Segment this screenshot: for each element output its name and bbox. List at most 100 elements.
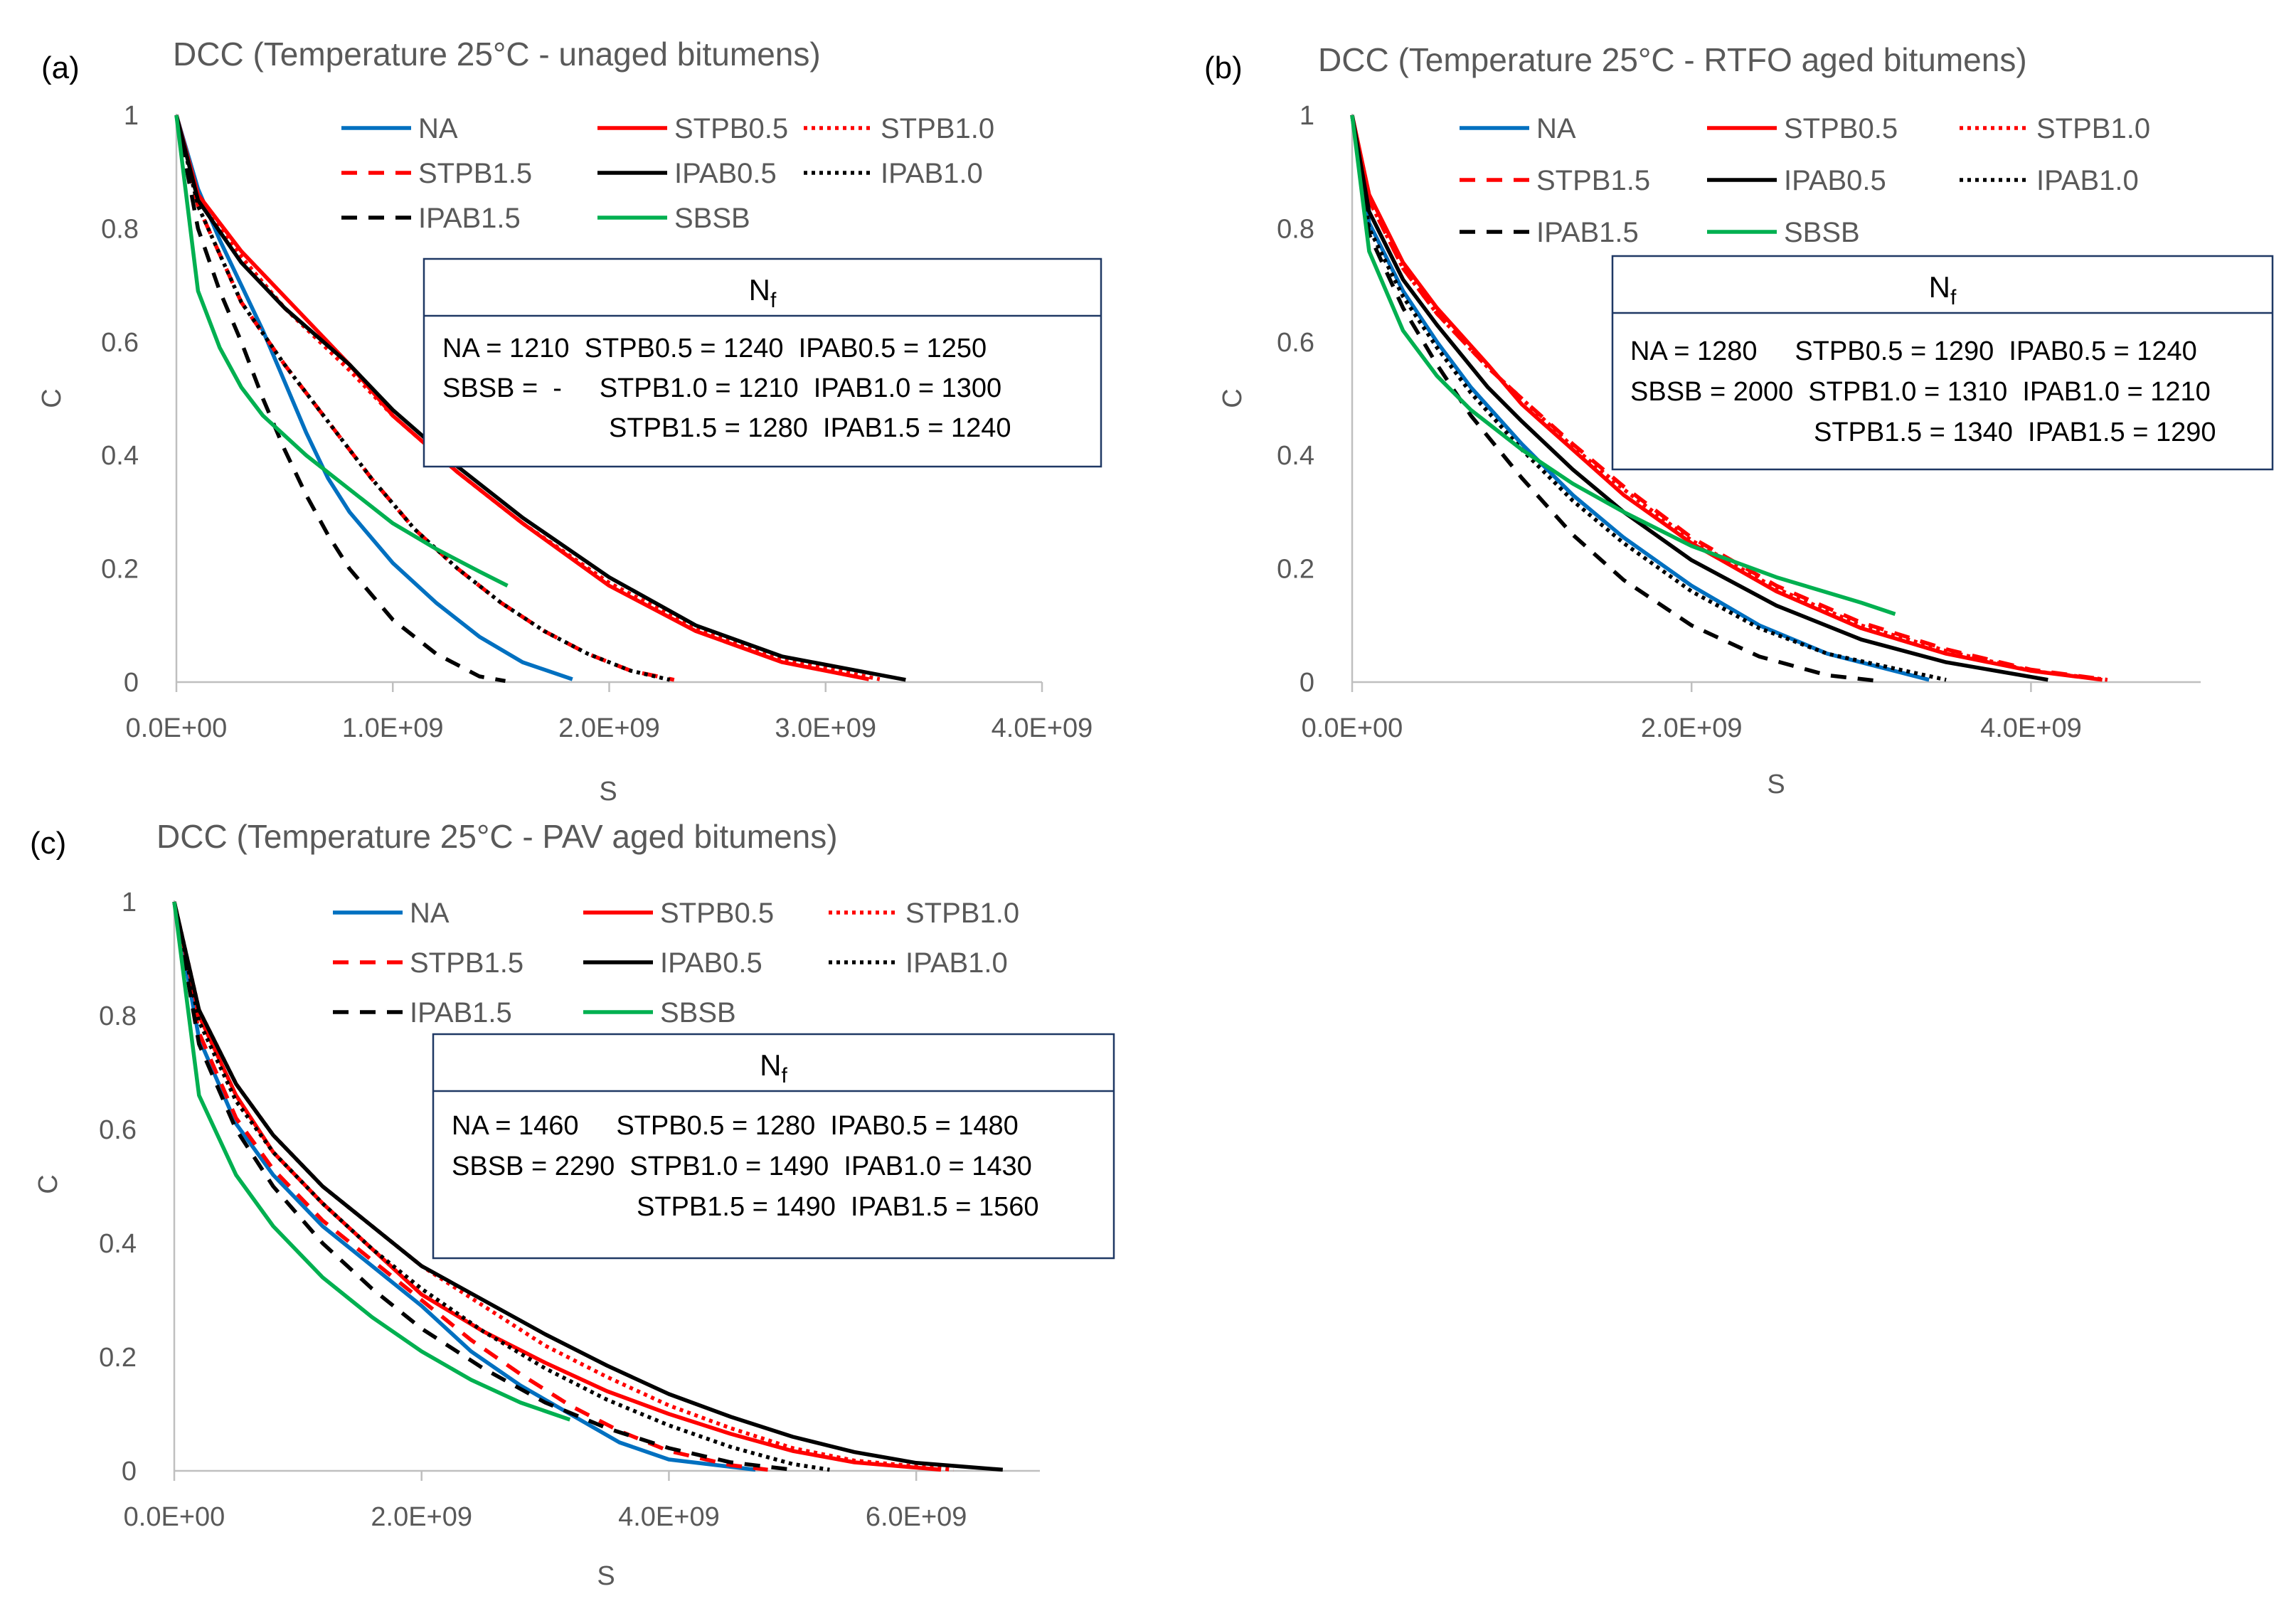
panel-label: (c) [30,826,66,861]
legend-label: SBSB [674,203,750,234]
x-tick-label: 0.0E+00 [1302,713,1403,743]
annotation-line: SBSB = 2290 STPB1.0 = 1490 IPAB1.0 = 143… [452,1152,1032,1181]
y-tick-label: 0.2 [99,1343,137,1373]
y-tick-label: 0.8 [1277,214,1314,244]
legend-label: STPB0.5 [1784,113,1898,144]
legend-label: IPAB0.5 [660,947,762,979]
series-line-sbsb [1350,115,1896,617]
y-tick-label: 0.6 [101,328,139,358]
legend-label: STPB0.5 [660,898,774,929]
chart-title: DCC (Temperature 25°C - unaged bitumens) [173,36,821,73]
y-tick-label: 0 [124,668,139,698]
y-tick-label: 0.8 [99,1001,137,1031]
chart-panel-2: (b) DCC (Temperature 25°C - RTFO aged bit… [1204,41,2274,799]
y-tick-label: 0.4 [1277,441,1314,471]
y-tick-label: 0.6 [1277,328,1314,358]
annotation-line: SBSB = - STPB1.0 = 1210 IPAB1.0 = 1300 [442,373,1001,403]
annotation-line: SBSB = 2000 STPB1.0 = 1310 IPAB1.0 = 121… [1630,377,2211,407]
y-tick-label: 1 [124,101,139,131]
x-tick-label: 2.0E+09 [371,1502,472,1532]
chart-panel-1: (a) DCC (Temperature 25°C - unaged bitume… [37,36,1102,807]
annotation-line: STPB1.5 = 1340 IPAB1.5 = 1290 [1814,418,2216,447]
legend-label: IPAB1.5 [1536,217,1639,248]
y-tick-label: 0.8 [101,214,139,244]
x-axis-label: S [1767,770,1785,799]
legend-label: IPAB1.5 [410,997,512,1028]
x-tick-label: 2.0E+09 [1641,713,1743,743]
legend-label: STPB1.0 [2036,113,2150,144]
series-line-ipab1-5 [172,901,793,1472]
annotation-title: Nf [749,273,777,312]
legend-label: IPAB0.5 [1784,165,1886,196]
legend-label: NA [410,898,450,929]
legend-label: STPB0.5 [674,113,788,144]
series-line-ipab1-0 [172,901,830,1472]
y-tick-label: 0.4 [101,441,139,471]
x-tick-label: 2.0E+09 [558,713,660,743]
x-tick-label: 6.0E+09 [866,1502,967,1532]
y-tick-label: 0.4 [99,1229,137,1259]
series-line-sbsb [172,901,571,1422]
annotation-line: STPB1.5 = 1490 IPAB1.5 = 1560 [637,1192,1038,1222]
legend-label: STPB1.0 [905,898,1019,929]
legend-label: IPAB0.5 [674,158,777,189]
x-tick-label: 0.0E+00 [126,713,228,743]
y-tick-label: 0 [1300,668,1314,698]
x-tick-label: 4.0E+09 [618,1502,720,1532]
series-line-ipab0-5 [172,901,1004,1472]
x-tick-label: 1.0E+09 [342,713,444,743]
annotation-box [422,257,1102,468]
y-tick-label: 0.2 [1277,555,1314,585]
y-tick-label: 0 [122,1457,137,1487]
legend-label: IPAB1.5 [418,203,521,234]
y-tick-label: 0.2 [101,555,139,585]
legend-label: IPAB1.0 [905,947,1008,979]
annotation-box [432,1033,1115,1260]
series-line-stpb1-5 [1350,115,2108,682]
annotation-title: Nf [1929,270,1957,309]
y-axis-label: C [33,1174,63,1193]
legend-label: SBSB [660,997,736,1028]
series-line-na [172,901,756,1472]
series-line-ipab1-0 [174,115,671,682]
series-line-sbsb [174,115,509,587]
x-tick-label: 0.0E+00 [124,1502,225,1532]
x-axis-label: S [599,777,617,807]
y-tick-label: 1 [122,888,137,918]
annotation-title: Nf [760,1048,787,1087]
legend-label: IPAB1.0 [2036,165,2139,196]
annotation-line: STPB1.5 = 1280 IPAB1.5 = 1240 [609,413,1011,443]
series-line-stpb0-5 [1350,115,2103,682]
y-tick-label: 0.6 [99,1115,137,1145]
legend-label: NA [418,113,458,144]
annotation-line: NA = 1280 STPB0.5 = 1290 IPAB0.5 = 1240 [1630,336,2197,366]
y-axis-label: C [1218,388,1248,408]
legend-label: STPB1.5 [410,947,523,979]
legend-label: SBSB [1784,217,1860,248]
chart-title: DCC (Temperature 25°C - RTFO aged bitume… [1318,41,2027,78]
series-line-stpb1-5 [172,901,768,1472]
legend-label: NA [1536,113,1576,144]
chart-title: DCC (Temperature 25°C - PAV aged bitumen… [156,818,838,855]
annotation-line: NA = 1460 STPB0.5 = 1280 IPAB0.5 = 1480 [452,1111,1019,1141]
x-tick-label: 4.0E+09 [1980,713,2082,743]
panel-label: (b) [1204,50,1243,85]
panel-label: (a) [41,50,80,85]
x-axis-label: S [597,1561,615,1591]
y-tick-label: 1 [1300,101,1314,131]
legend-label: STPB1.5 [418,158,532,189]
annotation-box [1611,255,2274,471]
series-line-ipab0-5 [1350,115,2048,682]
legend-label: STPB1.0 [881,113,994,144]
series-line-na [174,115,573,681]
x-tick-label: 4.0E+09 [992,713,1093,743]
x-tick-label: 3.0E+09 [775,713,876,743]
legend-label: STPB1.5 [1536,165,1650,196]
annotation-line: NA = 1210 STPB0.5 = 1240 IPAB0.5 = 1250 [442,334,987,363]
series-line-ipab1-5 [1350,115,1879,684]
y-axis-label: C [37,388,67,408]
series-line-na [1350,115,1930,682]
chart-panel-3: (c) DCC (Temperature 25°C - PAV aged bitu… [30,818,1115,1591]
legend-label: IPAB1.0 [881,158,983,189]
